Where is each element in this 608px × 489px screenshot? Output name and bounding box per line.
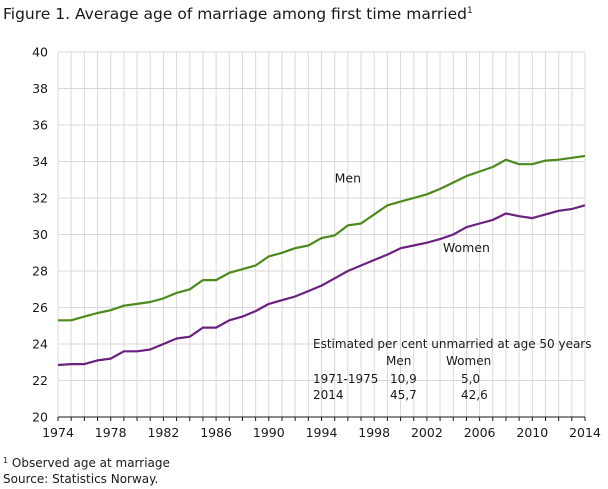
y-tick-label: 20 — [32, 410, 48, 425]
y-tick-label: 26 — [32, 300, 48, 315]
estimate-heading: Estimated per cent unmarried at age 50 y… — [313, 337, 592, 351]
y-tick-label: 24 — [32, 337, 48, 352]
chart-title: Figure 1. Average age of marriage among … — [3, 5, 473, 23]
series-line-women — [57, 204, 586, 367]
footnote: 1 Observed age at marriage — [3, 456, 170, 470]
estimate-row-period: 2014 — [313, 388, 344, 402]
estimate-row-women-value: 5,0 — [461, 372, 481, 386]
x-tick-label: 1974 — [42, 425, 74, 440]
y-tick-label: 38 — [32, 81, 48, 96]
series-line-men — [58, 154, 586, 322]
chart-title-text: Figure 1. Average age of marriage among … — [3, 5, 467, 23]
y-tick-label: 28 — [32, 264, 48, 279]
series-label-women: Women — [443, 240, 490, 255]
y-tick-label: 36 — [32, 118, 48, 133]
estimate-row-men-value: 10,9 — [390, 372, 417, 386]
x-tick-label: 1978 — [95, 425, 127, 440]
series-label-men: Men — [335, 170, 361, 185]
estimate-col-women: Women — [446, 354, 492, 368]
y-tick-label: 34 — [32, 154, 48, 169]
x-tick-label: 1986 — [200, 425, 232, 440]
x-tick-label: 1990 — [253, 425, 285, 440]
y-tick-label: 22 — [32, 373, 48, 388]
x-tick-label: 1998 — [358, 425, 390, 440]
y-tick-label: 32 — [32, 191, 48, 206]
x-tick-label: 2002 — [411, 425, 443, 440]
estimate-row-women-value: 42,6 — [461, 388, 488, 402]
estimate-row-period: 1971-1975 — [313, 372, 379, 386]
y-tick-label: 40 — [32, 45, 48, 60]
source-note: Source: Statistics Norway. — [3, 472, 159, 486]
x-tick-label: 1994 — [306, 425, 338, 440]
x-tick-label: 2010 — [516, 425, 548, 440]
estimate-col-men: Men — [386, 354, 412, 368]
estimate-row-men-value: 45,7 — [390, 388, 417, 402]
y-tick-label: 30 — [32, 227, 48, 242]
x-tick-label: 2006 — [464, 425, 496, 440]
footnote-text: Observed age at marriage — [11, 456, 170, 470]
title-note-marker: 1 — [466, 6, 473, 16]
x-tick-label: 2014 — [569, 425, 601, 440]
x-tick-label: 1982 — [147, 425, 179, 440]
footnote-marker: 1 — [3, 456, 9, 465]
